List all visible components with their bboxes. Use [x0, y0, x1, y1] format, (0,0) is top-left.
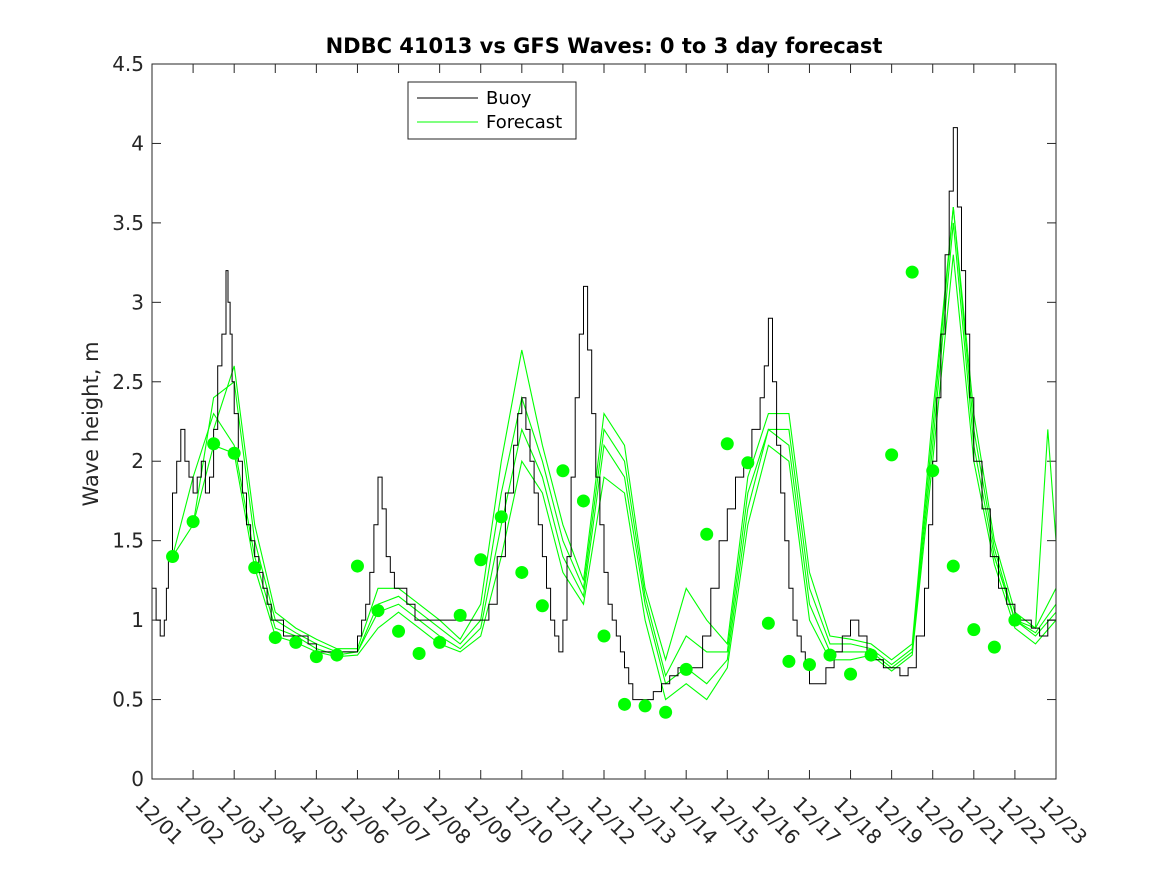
- plot-area: [152, 127, 1057, 719]
- chart-title: NDBC 41013 vs GFS Waves: 0 to 3 day fore…: [326, 34, 883, 58]
- forecast-marker: [618, 697, 632, 711]
- forecast-marker: [700, 527, 714, 541]
- y-axis: 0 0.5 1 1.5 2 2.5 3 3.5 4 4.5: [112, 52, 1056, 791]
- forecast-marker: [556, 464, 570, 478]
- forecast-marker: [433, 635, 447, 649]
- forecast-marker: [371, 604, 385, 618]
- forecast-marker: [597, 629, 611, 643]
- forecast-marker: [207, 437, 221, 451]
- forecast-marker: [576, 494, 590, 508]
- forecast-marker: [392, 624, 406, 638]
- buoy-line-group: [152, 127, 1057, 701]
- forecast-marker: [535, 599, 549, 613]
- y-tick-label: 1: [131, 608, 144, 632]
- forecast-marker: [289, 635, 303, 649]
- forecast-marker: [474, 553, 488, 567]
- forecast-marker: [494, 510, 508, 524]
- forecast-marker: [967, 623, 981, 637]
- forecast-marker: [186, 515, 200, 529]
- y-axis-label: Wave height, m: [79, 341, 103, 506]
- y-tick-label: 2: [131, 449, 144, 473]
- forecast-marker: [659, 705, 673, 719]
- forecast-marker: [844, 667, 858, 681]
- y-tick-label: 1.5: [112, 529, 144, 553]
- forecast-marker: [761, 616, 775, 630]
- y-tick-label: 4: [131, 131, 144, 155]
- plot-frame: [151, 63, 1057, 780]
- forecast-marker: [782, 654, 796, 668]
- forecast-marker: [309, 650, 323, 664]
- forecast-marker: [946, 559, 960, 573]
- forecast-marker: [350, 559, 364, 573]
- forecast-marker: [926, 464, 940, 478]
- y-tick-label: 2.5: [112, 370, 144, 394]
- forecast-marker: [905, 265, 919, 279]
- forecast-marker: [515, 565, 529, 579]
- buoy-line: [152, 127, 1057, 701]
- y-tick-label: 3.5: [112, 211, 144, 235]
- legend: Buoy Forecast: [407, 81, 577, 140]
- forecast-marker: [166, 550, 180, 564]
- forecast-marker: [987, 640, 1001, 654]
- legend-box: [407, 81, 577, 140]
- legend-buoy-label: Buoy: [486, 88, 532, 109]
- y-tick-label: 3: [131, 290, 144, 314]
- forecast-marker: [720, 437, 734, 451]
- forecast-line: [213, 206, 1057, 662]
- legend-forecast-label: Forecast: [486, 112, 562, 133]
- forecast-marker: [330, 648, 344, 662]
- forecast-marker: [453, 608, 467, 622]
- forecast-marker: [412, 646, 426, 660]
- forecast-marker: [885, 448, 899, 462]
- y-tick-label: 4.5: [112, 52, 144, 76]
- y-tick-label: 0: [131, 767, 144, 791]
- forecast-marker: [1008, 613, 1022, 627]
- forecast-marker: [741, 456, 755, 470]
- forecast-marker: [864, 648, 878, 662]
- y-tick-label: 0.5: [112, 688, 144, 712]
- forecast-line: [171, 222, 1057, 685]
- forecast-markers: [166, 265, 1022, 719]
- forecast-marker: [823, 648, 837, 662]
- forecast-marker: [679, 662, 693, 676]
- forecast-marker: [268, 631, 282, 645]
- forecast-marker: [802, 658, 816, 672]
- forecast-marker: [227, 446, 241, 460]
- forecast-marker: [248, 561, 262, 575]
- forecast-marker: [638, 699, 652, 713]
